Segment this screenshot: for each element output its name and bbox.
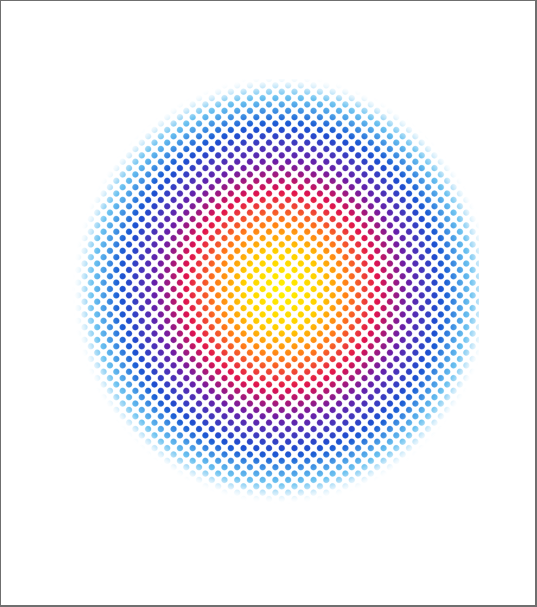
halftone-blob xyxy=(59,79,479,509)
heat-field xyxy=(59,79,479,509)
